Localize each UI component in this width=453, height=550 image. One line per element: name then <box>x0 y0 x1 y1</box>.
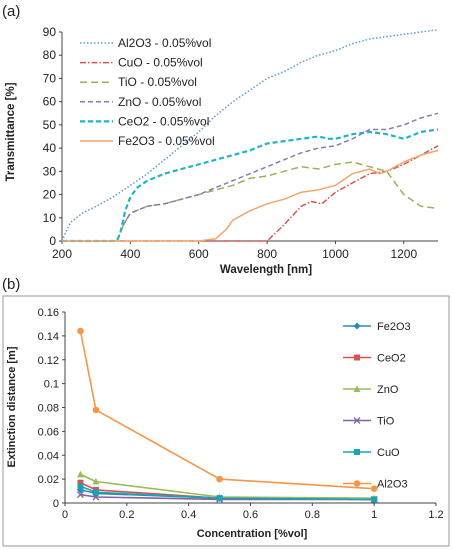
b-data-point-al2o3 <box>77 327 84 335</box>
b-legend-entry: Al2O3 <box>377 479 408 491</box>
a-y-tick-label: 90 <box>43 25 57 39</box>
b-series-line-cuo <box>80 485 375 501</box>
b-x-tick-label: 1.2 <box>428 509 443 521</box>
a-y-tick-label: 10 <box>43 211 57 225</box>
a-x-tick-label: 600 <box>189 247 209 261</box>
b-legend-entry: TiO <box>377 416 395 428</box>
a-series-line-ceo2 <box>62 128 439 243</box>
a-series-line-al2o3 <box>61 28 439 242</box>
panel-b-x-axis-label: Concentration [%vol] <box>197 528 308 540</box>
a-y-tick-label: 50 <box>43 118 57 132</box>
b-y-tick-label: 0.04 <box>38 450 59 462</box>
b-legend-entry: CuO <box>377 447 400 459</box>
b-series-line-zno <box>80 473 375 499</box>
panel-a: (a) Transmittance [%] Wavelength [nm] 0 1… <box>2 3 439 276</box>
a-legend-entry: Fe2O3 - 0.05%vol <box>118 134 215 148</box>
b-legend-marker <box>354 354 360 361</box>
b-x-tick-label: 0.8 <box>305 509 320 521</box>
a-legend-entry: ZnO - 0.05%vol <box>118 95 201 109</box>
a-y-tick-label: 20 <box>43 188 57 202</box>
b-legend-marker <box>354 449 360 455</box>
b-legend-marker <box>353 417 361 424</box>
b-data-point-cuo <box>371 496 378 503</box>
panel-b-label: (b) <box>2 276 20 293</box>
b-x-tick-label: 0.4 <box>181 509 196 521</box>
b-y-tick-label: 0.12 <box>38 355 59 367</box>
b-data-point-al2o3 <box>370 485 378 492</box>
panel-b-y-axis-label: Extinction distance [m] <box>6 346 18 467</box>
b-y-tick-label: 0.02 <box>38 474 59 486</box>
a-y-tick-label: 60 <box>43 95 57 109</box>
b-x-tick-label: 0 <box>62 509 68 521</box>
b-y-tick-label: 0.06 <box>38 426 59 438</box>
b-legend-entry: Fe2O3 <box>377 321 411 333</box>
b-x-tick-label: 0.6 <box>243 509 258 521</box>
a-x-tick-label: 400 <box>120 247 140 261</box>
panel-b-frame <box>2 295 450 547</box>
panel-b-axes: 0 0.02 0.04 0.06 0.08 0.1 0.12 0.14 0.16 0 0.2 0.4 0… <box>38 307 444 521</box>
panel-a-legend: Al2O3 - 0.05%vol CuO - 0.05%vol TiO - 0.05… <box>80 36 215 148</box>
b-series-line-al2o3 <box>79 330 375 490</box>
a-y-tick-label: 80 <box>43 48 57 62</box>
panel-a-y-axis-label: Transmittance [%] <box>5 82 17 181</box>
b-legend-marker <box>353 480 361 487</box>
panel-a-x-axis-label: Wavelength [nm] <box>220 264 312 276</box>
a-legend-entry: CuO - 0.05%vol <box>118 56 203 70</box>
b-y-tick-label: 0.08 <box>38 403 59 415</box>
a-series-line-zno <box>62 112 439 242</box>
panel-b-legend: Fe2O3 CeO2 ZnO TiO CuO Al2O3 <box>343 321 411 491</box>
b-y-tick-label: 0.16 <box>38 307 59 319</box>
b-legend-marker <box>353 322 361 330</box>
b-data-point-cuo <box>92 489 99 496</box>
a-x-tick-label: 800 <box>257 247 277 261</box>
a-y-tick-label: 70 <box>43 71 57 85</box>
b-data-point-cuo <box>216 495 223 502</box>
a-y-tick-label: 40 <box>43 141 57 155</box>
b-legend-entry: CeO2 <box>377 353 406 365</box>
b-y-tick-label: 0 <box>53 498 59 510</box>
panel-a-series <box>61 28 439 243</box>
a-legend-entry: CeO2 - 0.05%vol <box>118 114 209 128</box>
panel-b-series <box>76 327 378 503</box>
a-legend-entry: TiO - 0.05%vol <box>118 75 197 89</box>
a-series-line-cuo <box>62 145 439 242</box>
a-legend-entry: Al2O3 - 0.05%vol <box>118 36 211 50</box>
panel-a-axes: 0 10 20 30 40 50 60 70 80 90 200 400 600 800 1000 1200 <box>43 25 438 261</box>
b-legend-entry: ZnO <box>377 384 399 396</box>
a-y-tick-label: 0 <box>49 234 56 248</box>
b-data-point-cuo <box>77 483 84 490</box>
panel-b: (b) Extinction distance [m] Concentratio… <box>2 276 450 547</box>
b-legend-marker <box>353 385 361 392</box>
b-x-tick-label: 0.2 <box>119 509 134 521</box>
a-y-tick-label: 30 <box>43 164 57 178</box>
b-x-tick-label: 1 <box>371 509 377 521</box>
b-data-point-al2o3 <box>216 475 223 483</box>
a-series-line-fe2o3 <box>62 149 439 242</box>
a-x-tick-label: 1200 <box>390 247 417 261</box>
b-data-point-zno <box>76 470 84 478</box>
b-data-point-tio <box>76 491 84 499</box>
b-data-point-zno <box>92 478 100 485</box>
a-series-line-tio <box>62 161 439 242</box>
a-x-tick-label: 200 <box>52 247 72 261</box>
panel-a-label: (a) <box>2 3 20 20</box>
b-y-tick-label: 0.14 <box>38 331 59 343</box>
b-data-point-ceo2 <box>77 479 84 486</box>
b-y-tick-label: 0.1 <box>44 379 59 391</box>
a-x-tick-label: 1000 <box>322 247 349 261</box>
b-data-point-al2o3 <box>92 406 100 414</box>
